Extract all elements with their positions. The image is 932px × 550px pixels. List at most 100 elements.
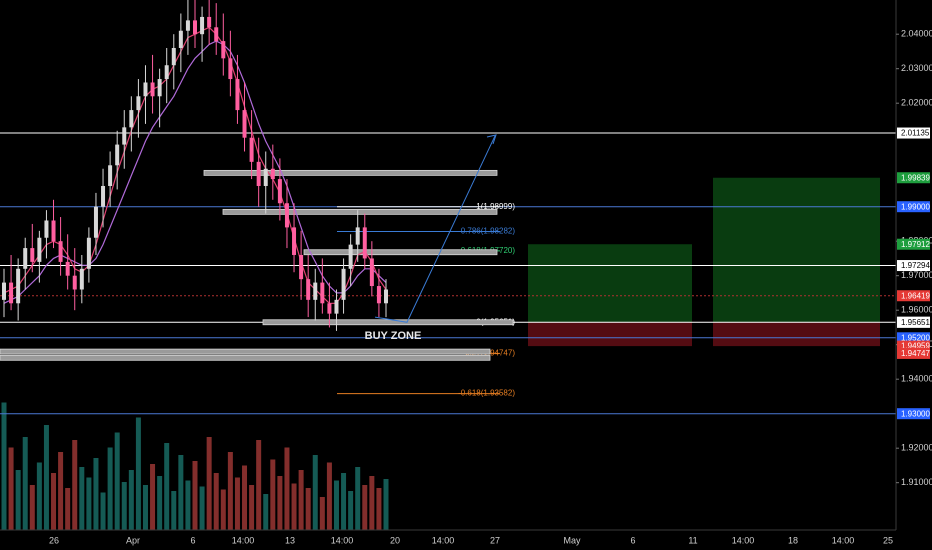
volume-bar [362, 485, 368, 530]
candle-body [256, 161, 261, 186]
price-tag-label: 1.97294 [901, 261, 930, 270]
zone-bar[interactable] [303, 249, 498, 256]
time-axis-label: 13 [285, 535, 295, 545]
volume-bar [333, 480, 339, 530]
volume-bar [135, 417, 141, 530]
volume-bar [51, 473, 57, 530]
price-tag[interactable] [897, 408, 930, 420]
volume-bar [263, 494, 269, 530]
zone-bar[interactable] [222, 208, 498, 215]
fib-level-label: 0.786(1.98282) [461, 227, 516, 236]
volume-bar [348, 491, 354, 530]
position-boxes [528, 177, 880, 347]
candle-body [200, 16, 205, 35]
volume-bar [326, 462, 332, 530]
candle-body [115, 144, 120, 166]
price-axis[interactable]: 2.040002.030002.020001.980001.970001.960… [895, 0, 932, 530]
volume-bar [242, 465, 248, 530]
price-tag-label: 1.94959 [901, 342, 930, 351]
price-axis-label: 1.94000 [901, 374, 932, 384]
price-tag[interactable] [897, 290, 930, 302]
price-tag[interactable] [897, 340, 930, 352]
candle-body [86, 237, 91, 269]
price-axis-label: 1.96000 [901, 305, 932, 315]
volume-bar [199, 486, 205, 530]
candle-body [334, 299, 339, 314]
price-tag-label: 1.94747 [901, 349, 930, 358]
candle-body [327, 303, 332, 314]
stop-loss-box[interactable] [528, 322, 692, 347]
volume-bar [220, 489, 226, 530]
candle-body [277, 179, 282, 204]
volume-bar [29, 485, 35, 530]
candle-body [207, 16, 212, 28]
volume-bar [86, 477, 92, 530]
projection-arrow[interactable] [374, 134, 497, 323]
time-axis-label: 14:00 [331, 535, 354, 545]
volume-bar [142, 485, 148, 530]
volume-bar [100, 492, 106, 530]
candle-body [292, 227, 297, 255]
price-tag-label: 1.95200 [901, 333, 930, 342]
take-profit-box[interactable] [528, 244, 692, 323]
volume-bar [284, 447, 290, 530]
price-tag[interactable] [897, 201, 930, 213]
volume-bar [383, 479, 389, 530]
candle-body [2, 282, 6, 300]
fib-level-label: 1(1.98999) [476, 202, 515, 211]
take-profit-box[interactable] [713, 177, 880, 323]
candle-body [9, 282, 14, 304]
annotations: BUY ZONE [365, 330, 422, 342]
price-axis-label: 2.03000 [901, 63, 932, 73]
price-tag-label: 1.97912 [901, 240, 930, 249]
volume-bar [114, 432, 120, 530]
volume-bar [312, 455, 318, 530]
candle-body [228, 58, 233, 80]
time-axis-label: 6 [190, 535, 195, 545]
support-resistance-zones[interactable] [0, 169, 514, 361]
volume-bar [319, 497, 325, 530]
time-axis-label: Apr [126, 535, 140, 545]
price-tag[interactable] [897, 316, 930, 328]
zone-bar[interactable] [0, 354, 491, 361]
candle-body [270, 168, 275, 180]
zone-bar[interactable] [262, 319, 514, 326]
price-tag[interactable] [897, 172, 930, 184]
fib-level-label: -0.618(1.93582) [458, 389, 515, 398]
volume-bar [277, 476, 283, 530]
price-tag[interactable] [897, 238, 930, 250]
volume-bar [341, 473, 347, 530]
volume-bar [65, 488, 71, 530]
candle-body [65, 261, 70, 276]
candle-body [284, 203, 289, 228]
price-tag[interactable] [897, 332, 930, 344]
candle-body [235, 79, 240, 111]
zone-bar[interactable] [0, 348, 491, 355]
price-tag[interactable] [897, 260, 930, 272]
price-tag-label: 1.93000 [901, 409, 930, 418]
time-axis[interactable]: 26 Apr 6 14:00 13 14:00 20 14:00 27 May 6 11 14:00 18… [0, 529, 896, 545]
candlesticks [2, 0, 388, 331]
candle-body [101, 185, 106, 207]
price-tag-label: 1.95651 [901, 318, 930, 327]
stop-loss-box[interactable] [713, 322, 880, 347]
price-tag-label: 1.96419 [901, 291, 930, 300]
volume-bar [256, 440, 262, 530]
candle-body [306, 279, 311, 300]
candle-body [72, 275, 77, 290]
volume-bar [213, 473, 219, 530]
price-tag[interactable] [897, 347, 930, 359]
candle-body [150, 82, 155, 97]
price-tag[interactable] [897, 127, 930, 139]
candle-body [249, 137, 254, 162]
zone-bar[interactable] [203, 169, 498, 176]
time-axis-label: May [563, 535, 581, 545]
candle-body [164, 65, 169, 80]
projection-arrow-path[interactable] [374, 135, 496, 323]
volume-bar [249, 485, 255, 530]
time-axis-label: 11 [688, 535, 697, 545]
buy-zone-label: BUY ZONE [365, 330, 422, 342]
price-tag-label: 1.99000 [901, 202, 930, 211]
price-axis-label: 2.04000 [901, 29, 932, 39]
